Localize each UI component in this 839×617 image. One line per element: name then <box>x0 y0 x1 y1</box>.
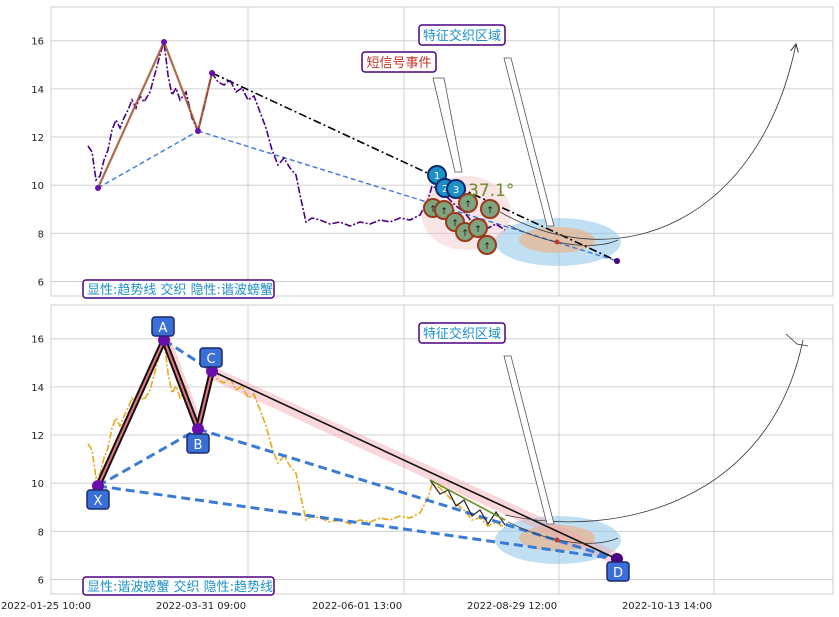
bottom-callout-zone: 特征交织区域 <box>418 322 506 344</box>
signal-marker-label: ↑ <box>474 225 482 235</box>
pattern-label-box <box>86 489 110 510</box>
bottom-pivot-x <box>92 480 104 492</box>
bottom-pivot-c <box>206 365 218 377</box>
signal-marker <box>458 193 478 213</box>
top-pivot-x <box>95 185 101 191</box>
x-tick-label: 2022-03-31 09:00 <box>156 601 246 612</box>
y-tick-label: 16 <box>31 335 44 346</box>
signal-marker-label: ↑ <box>461 229 469 239</box>
bottom-projection-curve-small <box>507 521 619 544</box>
bottom-pivot-a <box>158 334 170 346</box>
top-angle-text: 37.1° <box>468 181 514 201</box>
bottom-projection-tip <box>785 333 809 347</box>
x-tick-label: 2022-08-29 12:00 <box>467 601 557 612</box>
pattern-label-box <box>606 561 630 582</box>
pattern-label-x: X <box>94 494 103 509</box>
signal-marker-label: 1 <box>434 171 440 182</box>
y-tick-label: 6 <box>38 278 44 289</box>
bottom-signal-zigzag <box>429 479 506 526</box>
top-signal-markers: 12 3↑ ↑↑↑↑ ↑↑↑ <box>423 165 500 255</box>
top-callout-signal-text: 短信号事件 <box>366 56 431 71</box>
top-corner-label-text: 显性:趋势线 交织 隐性:谐波螃蟹 <box>87 282 273 298</box>
bottom-zone-dot <box>554 537 560 543</box>
x-tick-label: 2022-01-25 10:00 <box>1 601 91 612</box>
bottom-line-xd <box>97 484 618 561</box>
top-y-ticks: 6 8 10 12 14 16 <box>31 37 44 289</box>
x-axis-ticks: 2022-01-25 10:00 2022-03-31 09:00 2022-06-… <box>1 601 712 612</box>
top-pivot-b <box>195 128 201 134</box>
top-callout-arrow-signal <box>432 77 463 173</box>
top-harmonic-legs <box>96 39 214 189</box>
top-pivot-d <box>614 258 620 264</box>
bottom-callout-zone-text: 特征交织区域 <box>423 326 501 342</box>
pattern-label-box <box>151 316 175 337</box>
y-tick-label: 16 <box>31 37 44 48</box>
pattern-label-a: A <box>159 321 168 336</box>
y-tick-label: 14 <box>31 85 44 96</box>
signal-marker-label: ↑ <box>440 207 448 217</box>
pattern-label-d: D <box>613 566 623 581</box>
signal-marker-label: 2 <box>442 184 448 195</box>
bottom-corner-label: 显性:谐波螃蟹 交织 隐性:趋势线 <box>82 576 275 596</box>
y-tick-label: 12 <box>31 133 44 144</box>
pattern-label-c: C <box>206 352 215 367</box>
signal-marker-label: ↑ <box>464 200 472 210</box>
top-callout-zone: 特征交织区域 <box>418 24 506 46</box>
top-trendline-lower <box>197 130 618 262</box>
y-tick-label: 12 <box>31 431 44 442</box>
top-callout-arrow-zone <box>503 57 555 227</box>
signal-marker <box>480 199 500 219</box>
pattern-label-box <box>186 433 210 454</box>
top-pivot-a <box>161 39 167 45</box>
top-callout-signal: 短信号事件 <box>361 51 437 73</box>
y-tick-label: 8 <box>38 229 44 240</box>
signal-marker-label: ↑ <box>486 206 494 216</box>
bottom-callout-arrow-zone <box>503 355 555 525</box>
x-tick-label: 2022-10-13 14:00 <box>622 601 712 612</box>
top-pivot-c <box>209 70 215 76</box>
top-callout-zone-text: 特征交织区域 <box>423 28 501 44</box>
pattern-label-box <box>199 347 223 368</box>
bottom-line-xb <box>97 427 199 488</box>
top-trendline-xb <box>97 130 199 189</box>
bottom-leg-cd <box>211 370 618 560</box>
y-tick-label: 10 <box>31 181 44 192</box>
bottom-band-cd <box>212 366 617 566</box>
x-tick-label: 2022-06-01 13:00 <box>312 601 402 612</box>
signal-marker-label: 3 <box>453 185 459 196</box>
signal-marker-label: ↑ <box>451 219 459 229</box>
y-tick-label: 14 <box>31 383 44 394</box>
bottom-band-ab <box>164 333 204 428</box>
signal-marker <box>446 179 466 199</box>
top-trendline-upper <box>211 72 618 262</box>
top-zone-dot <box>554 239 560 245</box>
bottom-harmonic-legs-inner <box>97 337 213 487</box>
top-projection-curve <box>499 44 796 240</box>
bottom-corner-label-text: 显性:谐波螃蟹 交织 隐性:趋势线 <box>87 579 273 595</box>
bottom-pivot-b <box>192 423 204 435</box>
bottom-panel: 6 8 10 12 14 16 X A B C D <box>1 304 834 612</box>
bottom-signal-green-line <box>429 479 506 521</box>
y-tick-label: 8 <box>38 527 44 538</box>
y-tick-label: 6 <box>38 576 44 587</box>
bottom-price-series <box>87 339 506 529</box>
bottom-y-ticks: 6 8 10 12 14 16 <box>31 335 44 587</box>
bottom-pattern-labels: X A B C D <box>86 316 630 582</box>
signal-marker-label: ↑ <box>429 205 437 215</box>
top-price-series <box>87 41 506 231</box>
bottom-plot-frame <box>50 304 834 595</box>
y-tick-label: 10 <box>31 479 44 490</box>
signal-marker-label: ↑ <box>483 242 491 252</box>
top-corner-label: 显性:趋势线 交织 隐性:谐波螃蟹 <box>82 279 275 299</box>
signal-marker <box>468 218 488 238</box>
pattern-label-b: B <box>194 438 203 453</box>
top-projection-curve-small <box>507 224 619 246</box>
top-plot-frame <box>50 6 834 297</box>
signal-marker <box>477 235 497 255</box>
